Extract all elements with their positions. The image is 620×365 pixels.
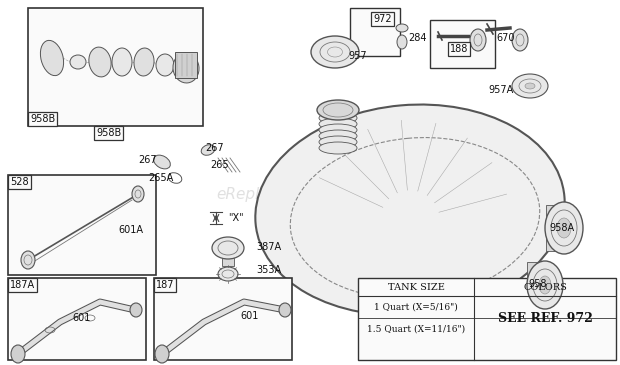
Text: 267: 267 [205, 143, 224, 153]
Bar [546, 205, 556, 251]
Ellipse shape [539, 276, 551, 294]
Text: 353A: 353A [256, 265, 281, 275]
Text: TANK SIZE: TANK SIZE [388, 283, 445, 292]
Ellipse shape [202, 145, 215, 155]
Bar [358, 278, 616, 360]
Ellipse shape [396, 24, 408, 32]
Ellipse shape [319, 124, 357, 136]
Text: 958: 958 [528, 279, 546, 289]
Bar [175, 52, 197, 78]
Ellipse shape [134, 48, 154, 76]
Text: 188: 188 [450, 44, 468, 54]
Text: 1 Quart (X=5/16"): 1 Quart (X=5/16") [374, 303, 458, 311]
Text: "X": "X" [228, 213, 244, 223]
Ellipse shape [132, 186, 144, 202]
Ellipse shape [155, 345, 169, 363]
Text: eReplacementParts.com: eReplacementParts.com [216, 188, 404, 203]
Ellipse shape [319, 142, 357, 154]
Ellipse shape [130, 303, 142, 317]
Ellipse shape [527, 261, 563, 309]
Bar [350, 8, 400, 56]
Ellipse shape [470, 29, 486, 51]
Ellipse shape [89, 47, 111, 77]
Ellipse shape [40, 41, 64, 76]
Bar [430, 20, 495, 68]
Bar [8, 175, 156, 275]
Text: 387A: 387A [256, 242, 281, 252]
Text: 601: 601 [72, 313, 91, 323]
Text: 958B: 958B [96, 128, 122, 138]
Text: SEE REF. 972: SEE REF. 972 [498, 311, 593, 324]
Text: 267: 267 [138, 155, 157, 165]
Text: 601A: 601A [118, 225, 143, 235]
Text: 528: 528 [10, 177, 29, 187]
Ellipse shape [525, 83, 535, 89]
Ellipse shape [317, 100, 359, 120]
Ellipse shape [319, 106, 357, 118]
Ellipse shape [319, 136, 357, 148]
Bar [28, 8, 203, 126]
Ellipse shape [255, 104, 565, 315]
Ellipse shape [397, 35, 407, 49]
Text: 284: 284 [408, 33, 427, 43]
Ellipse shape [512, 29, 528, 51]
Ellipse shape [112, 48, 132, 76]
Ellipse shape [311, 36, 359, 68]
Ellipse shape [11, 345, 25, 363]
Ellipse shape [156, 54, 174, 76]
Ellipse shape [512, 74, 548, 98]
Ellipse shape [279, 303, 291, 317]
Bar [154, 278, 292, 360]
Ellipse shape [218, 267, 238, 281]
Ellipse shape [319, 112, 357, 124]
Bar [527, 262, 537, 306]
Ellipse shape [319, 130, 357, 142]
Ellipse shape [173, 53, 199, 83]
Text: 187A: 187A [10, 280, 35, 290]
Text: 670: 670 [496, 33, 515, 43]
Text: 958A: 958A [549, 223, 574, 233]
Text: 972: 972 [373, 14, 392, 24]
Ellipse shape [212, 237, 244, 259]
Ellipse shape [557, 218, 571, 238]
Text: COLORS: COLORS [523, 283, 567, 292]
Ellipse shape [154, 155, 170, 169]
Text: 958B: 958B [30, 114, 55, 124]
Bar [8, 278, 146, 360]
Text: 265A: 265A [148, 173, 173, 183]
Ellipse shape [319, 118, 357, 130]
Text: 957: 957 [348, 51, 366, 61]
Ellipse shape [545, 202, 583, 254]
Text: 265: 265 [210, 160, 229, 170]
Ellipse shape [70, 55, 86, 69]
Ellipse shape [21, 251, 35, 269]
Bar [222, 258, 234, 266]
Text: 1.5 Quart (X=11/16"): 1.5 Quart (X=11/16") [367, 324, 465, 334]
Text: 187: 187 [156, 280, 174, 290]
Text: 601: 601 [240, 311, 259, 321]
Text: 957A: 957A [488, 85, 513, 95]
